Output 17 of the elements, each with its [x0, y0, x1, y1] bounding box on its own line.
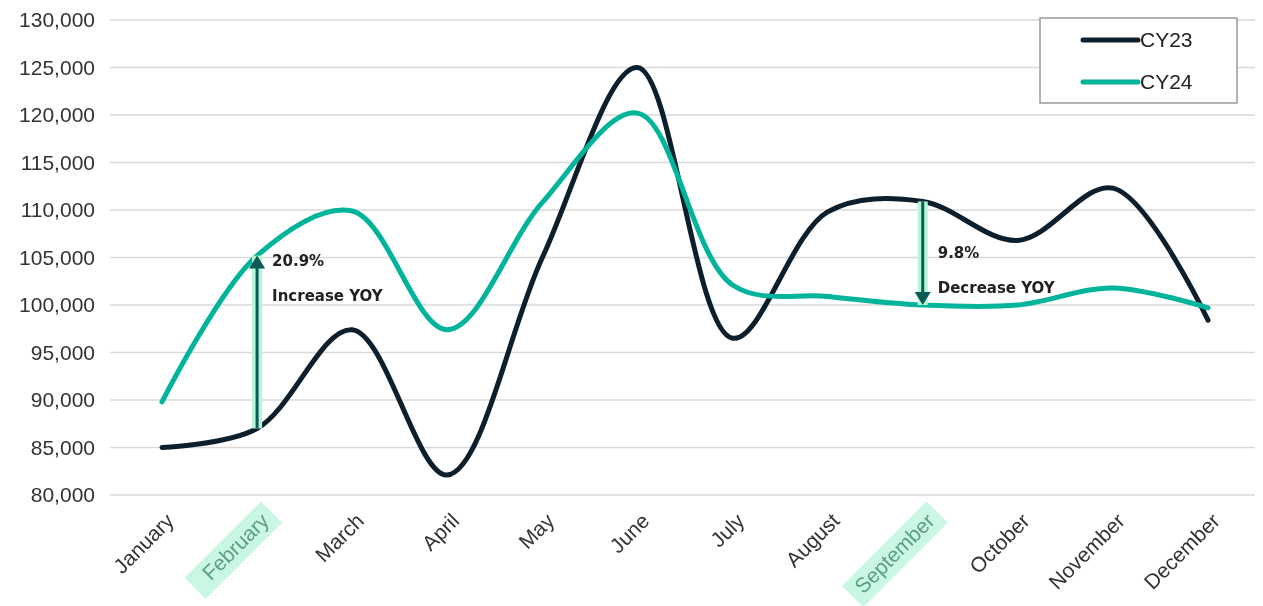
y-tick-label: 115,000	[20, 150, 95, 174]
y-tick-label: 130,000	[19, 8, 95, 32]
y-tick-label: 120,000	[19, 103, 95, 127]
y-tick-label: 90,000	[30, 388, 95, 412]
legend-label: CY23	[1140, 28, 1193, 52]
y-tick-label: 105,000	[19, 245, 95, 269]
legend-label: CY24	[1140, 70, 1193, 94]
y-tick-label: 100,000	[19, 293, 95, 317]
y-tick-label: 95,000	[30, 340, 95, 364]
x-tick-label: May	[514, 508, 559, 554]
y-tick-label: 125,000	[19, 55, 95, 79]
annotation: 20.9% Increase YOY	[272, 251, 384, 305]
x-tick-label: July	[705, 508, 749, 552]
y-tick-label: 80,000	[30, 483, 95, 507]
y-tick-label: 85,000	[30, 435, 95, 459]
y-tick-label: 110,000	[20, 198, 95, 222]
annotation: 9.8% Decrease YOY	[937, 244, 1056, 297]
